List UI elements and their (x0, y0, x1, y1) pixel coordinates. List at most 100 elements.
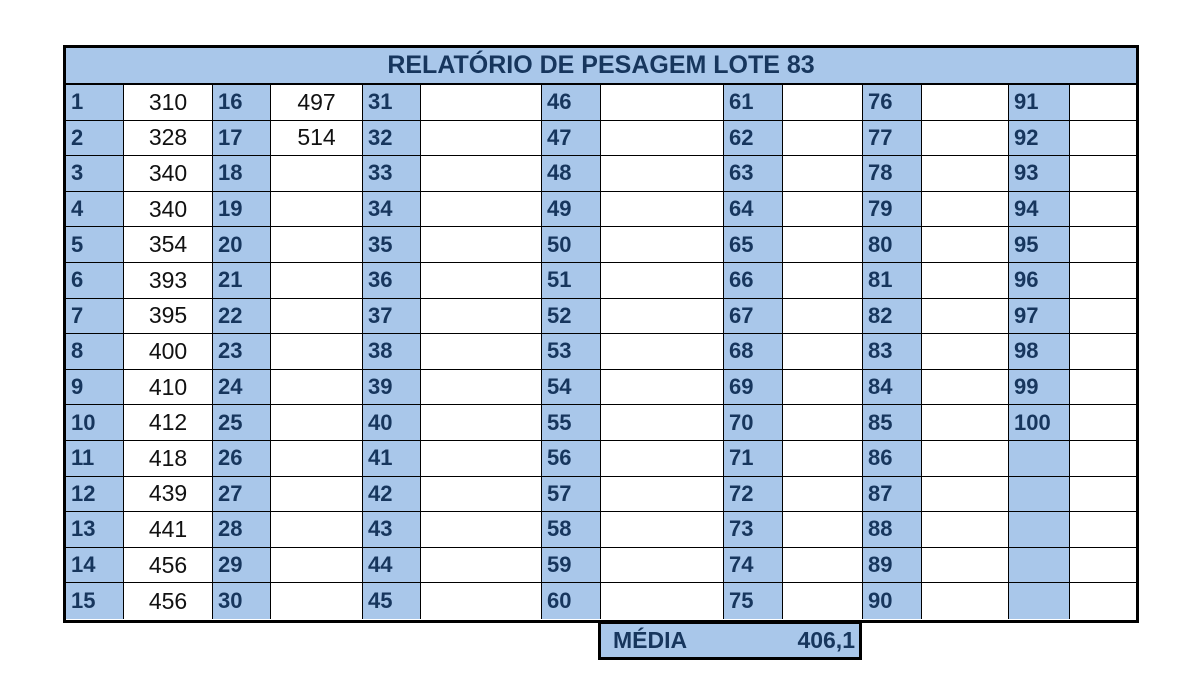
sample-number-cell: 94 (1009, 191, 1070, 228)
sample-number-cell: 88 (863, 512, 922, 548)
sample-number-cell: 28 (213, 512, 271, 548)
weight-value-cell (601, 369, 724, 406)
weight-value-cell (271, 156, 363, 192)
sample-number-cell: 71 (724, 441, 783, 477)
weight-value-cell (1070, 191, 1136, 228)
sample-number-cell: 95 (1009, 227, 1070, 263)
sample-number-cell: 25 (213, 405, 271, 441)
weight-value-cell (421, 583, 542, 619)
weight-value-cell (922, 298, 1009, 335)
sample-number-cell: 61 (724, 85, 783, 121)
weight-value-cell (271, 583, 363, 619)
sample-number-cell: 24 (213, 369, 271, 406)
sample-number-cell: 45 (363, 583, 421, 619)
weight-value-cell: 393 (124, 263, 213, 299)
sample-number-cell: 40 (363, 405, 421, 441)
weight-value-cell (271, 263, 363, 299)
weight-value-cell (601, 441, 724, 477)
weight-value-cell (783, 120, 863, 157)
weight-value-cell (601, 227, 724, 263)
weight-value-cell: 441 (124, 512, 213, 548)
weight-value-cell (1070, 369, 1136, 406)
sample-number-cell: 86 (863, 441, 922, 477)
weight-value-cell (783, 85, 863, 121)
sample-number-cell: 12 (66, 476, 124, 513)
weight-value-cell (783, 512, 863, 548)
weight-value-cell (783, 369, 863, 406)
weight-value-cell (271, 334, 363, 370)
weighing-report-table: RELATÓRIO DE PESAGEM LOTE 83 1 310 2 328 3 34… (63, 45, 1139, 623)
sample-number-cell: 29 (213, 547, 271, 584)
sample-number-cell: 93 (1009, 156, 1070, 192)
sample-number-cell: 41 (363, 441, 421, 477)
sample-number-cell: 14 (66, 547, 124, 584)
sample-number-cell: 33 (363, 156, 421, 192)
weight-value-cell: 400 (124, 334, 213, 370)
sample-number-cell: 63 (724, 156, 783, 192)
weight-value-cell (271, 405, 363, 441)
weight-value-cell (783, 441, 863, 477)
sample-number-cell: 91 (1009, 85, 1070, 121)
weight-value-cell (922, 263, 1009, 299)
weight-value-cell (783, 263, 863, 299)
sample-number-cell: 83 (863, 334, 922, 370)
weight-value-cell: 439 (124, 476, 213, 513)
weight-value-cell (1070, 547, 1136, 584)
sample-number-cell: 52 (542, 298, 601, 335)
weight-value-cell (1070, 227, 1136, 263)
sample-number-cell: 22 (213, 298, 271, 335)
weight-value-cell (421, 369, 542, 406)
weight-value-cell (922, 85, 1009, 121)
weight-value-cell (1070, 476, 1136, 513)
sample-number-cell: 79 (863, 191, 922, 228)
weight-value-cell: 354 (124, 227, 213, 263)
sample-number-cell: 17 (213, 120, 271, 157)
sample-number-cell: 4 (66, 191, 124, 228)
sample-number-cell: 54 (542, 369, 601, 406)
weight-value-cell (1070, 263, 1136, 299)
weight-value-cell (783, 156, 863, 192)
sample-number-cell: 16 (213, 85, 271, 121)
weight-value-cell (601, 547, 724, 584)
weight-value-cell (421, 441, 542, 477)
sample-number-cell: 35 (363, 227, 421, 263)
sample-number-cell: 39 (363, 369, 421, 406)
sample-number-cell: 66 (724, 263, 783, 299)
weight-value-cell: 456 (124, 583, 213, 619)
weight-value-cell (601, 476, 724, 513)
sample-number-cell: 68 (724, 334, 783, 370)
weight-value-cell (601, 334, 724, 370)
sample-number-cell: 65 (724, 227, 783, 263)
sample-number-cell: 19 (213, 191, 271, 228)
sample-number-cell: 99 (1009, 369, 1070, 406)
weight-value-cell (421, 263, 542, 299)
sample-number-cell: 43 (363, 512, 421, 548)
sample-number-cell: 89 (863, 547, 922, 584)
weight-value-cell (783, 334, 863, 370)
sample-number-cell: 48 (542, 156, 601, 192)
weight-value-cell (421, 476, 542, 513)
report-title: RELATÓRIO DE PESAGEM LOTE 83 (66, 48, 1136, 85)
weight-value-cell (1070, 512, 1136, 548)
sample-number-cell (1009, 441, 1070, 477)
weight-value-cell (922, 191, 1009, 228)
sample-number-cell: 73 (724, 512, 783, 548)
weight-value-cell (601, 298, 724, 335)
weight-value-cell (1070, 298, 1136, 335)
weight-value-cell (783, 298, 863, 335)
sample-number-cell: 13 (66, 512, 124, 548)
sample-number-cell: 64 (724, 191, 783, 228)
sample-number-cell: 96 (1009, 263, 1070, 299)
sample-number-cell: 53 (542, 334, 601, 370)
weight-value-cell (421, 120, 542, 157)
weight-value-cell (271, 476, 363, 513)
weight-value-cell: 456 (124, 547, 213, 584)
weight-value-cell (421, 85, 542, 121)
sample-number-cell: 59 (542, 547, 601, 584)
sample-number-cell: 2 (66, 120, 124, 157)
weight-value-cell: 418 (124, 441, 213, 477)
weight-value-cell (421, 512, 542, 548)
weight-value-cell (922, 120, 1009, 157)
sample-number-cell: 11 (66, 441, 124, 477)
weight-value-cell (783, 476, 863, 513)
